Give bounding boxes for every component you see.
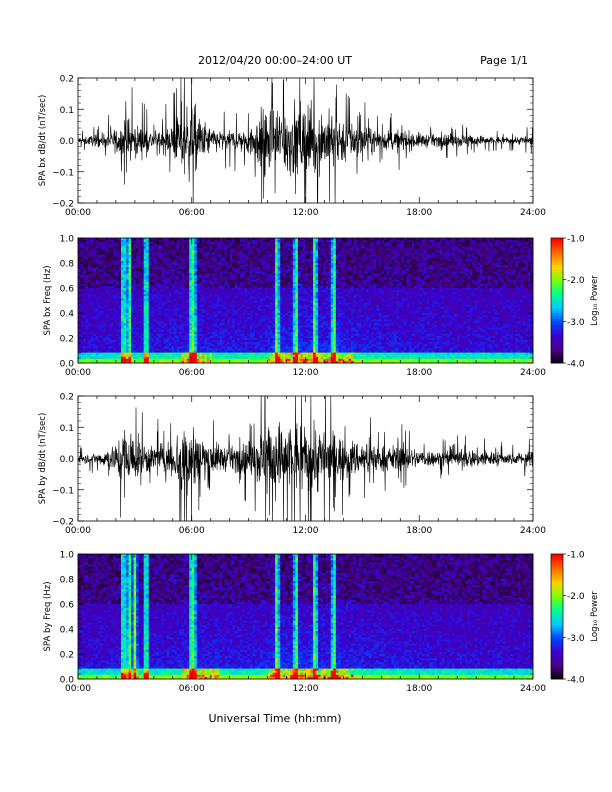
x-tick-label: 06:00 <box>179 208 205 218</box>
bx-dbdt-ylabel: SPA bx dB/dt (nT/sec) <box>38 95 48 187</box>
y-tick-label: 0.1 <box>60 106 74 116</box>
y-tick-label: −0.1 <box>52 168 74 178</box>
x-tick-label: 18:00 <box>406 208 432 218</box>
bx-dbdt-panel: 00:00 06:00 12:00 18:00 24:00 0.2 0.1 0.0 −0.1 −0… <box>38 75 546 219</box>
bx-spectrogram-heatmap <box>78 238 533 363</box>
x-tick-label: 24:00 <box>520 208 546 218</box>
bx-spectrogram-panel: 00:00 06:00 12:00 18:00 24:001.00.80.60.40.2… <box>43 235 546 379</box>
x-tick-label: 12:00 <box>293 208 319 218</box>
y-tick-label: 0.0 <box>60 137 75 147</box>
page-number: Page 1/1 <box>480 54 528 67</box>
page-title: 2012/04/20 00:00–24:00 UT <box>198 54 352 67</box>
y-tick-label: −0.2 <box>52 200 74 210</box>
x-tick-label: 00:00 <box>65 208 91 218</box>
y-tick-label: 0.2 <box>60 75 74 85</box>
